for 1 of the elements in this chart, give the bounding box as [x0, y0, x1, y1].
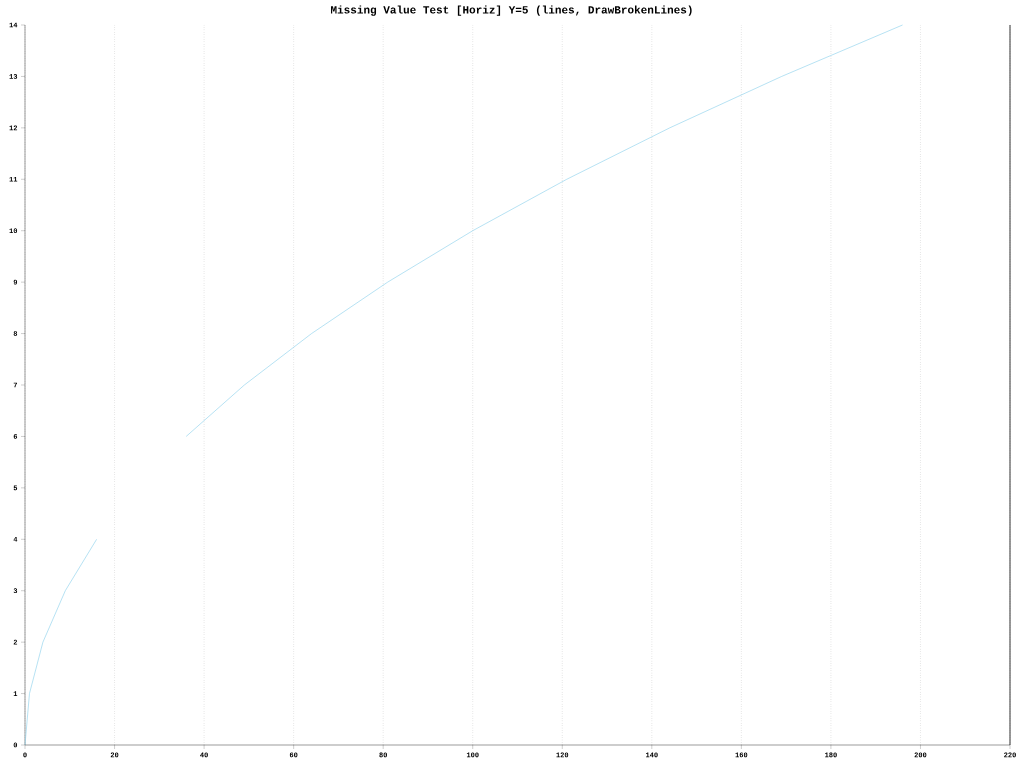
- chart-title: Missing Value Test [Horiz] Y=5 (lines, DrawBrokenLines): [331, 5, 692, 16]
